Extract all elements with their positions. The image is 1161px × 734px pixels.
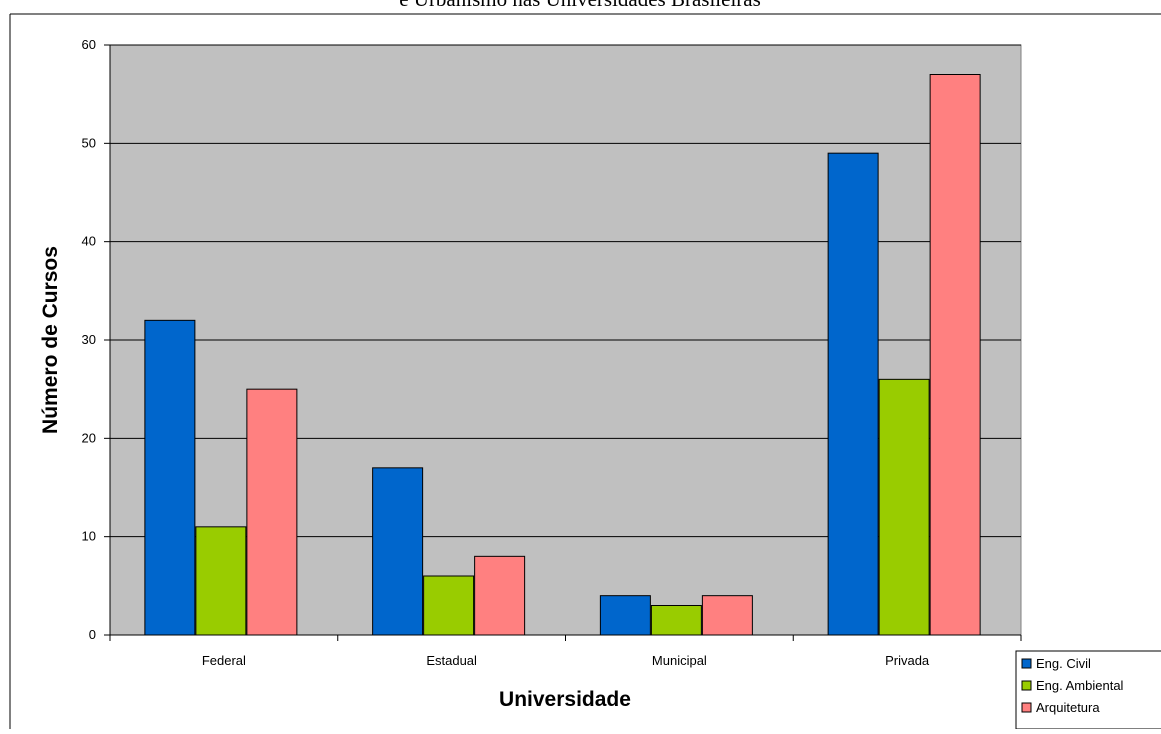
x-tick-label: Privada — [885, 653, 930, 668]
bar-arquitetura-estadual — [474, 555, 526, 636]
bar-eng-ambiental-municipal — [650, 605, 702, 636]
legend-swatch — [1021, 680, 1032, 691]
legend-box — [1015, 650, 1161, 730]
y-tick-label: 50 — [82, 135, 96, 150]
legend-swatch — [1021, 702, 1032, 713]
bar-arquitetura-municipal — [701, 595, 753, 636]
legend-swatch — [1021, 658, 1032, 669]
chart-title: e Urbanismo nas Universidades Brasileira… — [399, 0, 761, 11]
y-tick-label: 40 — [82, 234, 96, 249]
x-tick-label: Federal — [202, 653, 246, 668]
y-tick-label: 60 — [82, 37, 96, 52]
legend-label: Eng. Civil — [1036, 656, 1091, 671]
bar-eng-ambiental-estadual — [423, 575, 475, 636]
x-axis-title: Universidade — [499, 688, 631, 711]
x-tick-label: Municipal — [652, 653, 707, 668]
legend-label: Arquitetura — [1036, 700, 1100, 715]
bars — [144, 74, 981, 636]
y-axis: 0 10 20 30 40 50 60 — [82, 37, 111, 642]
x-axis: Federal Estadual Municipal Privada — [109, 634, 1022, 668]
bar-arquitetura-privada — [929, 74, 981, 636]
y-tick-label: 20 — [82, 430, 96, 445]
bar-eng-civil-privada — [827, 152, 879, 636]
y-tick-label: 30 — [82, 332, 96, 347]
bar-eng-civil-estadual — [372, 467, 424, 636]
bar-eng-civil-federal — [144, 319, 196, 636]
bar-arquitetura-federal — [246, 388, 298, 636]
bar-eng-ambiental-federal — [195, 526, 247, 636]
bar-eng-ambiental-privada — [878, 378, 930, 636]
y-tick-label: 0 — [89, 627, 96, 642]
x-tick-label: Estadual — [426, 653, 477, 668]
legend: Eng. Civil Eng. Ambiental Arquitetura — [1015, 650, 1161, 730]
legend-label: Eng. Ambiental — [1036, 678, 1124, 693]
y-axis-title: Número de Cursos — [39, 246, 62, 434]
bar-eng-civil-municipal — [599, 595, 651, 636]
y-tick-label: 10 — [82, 529, 96, 544]
